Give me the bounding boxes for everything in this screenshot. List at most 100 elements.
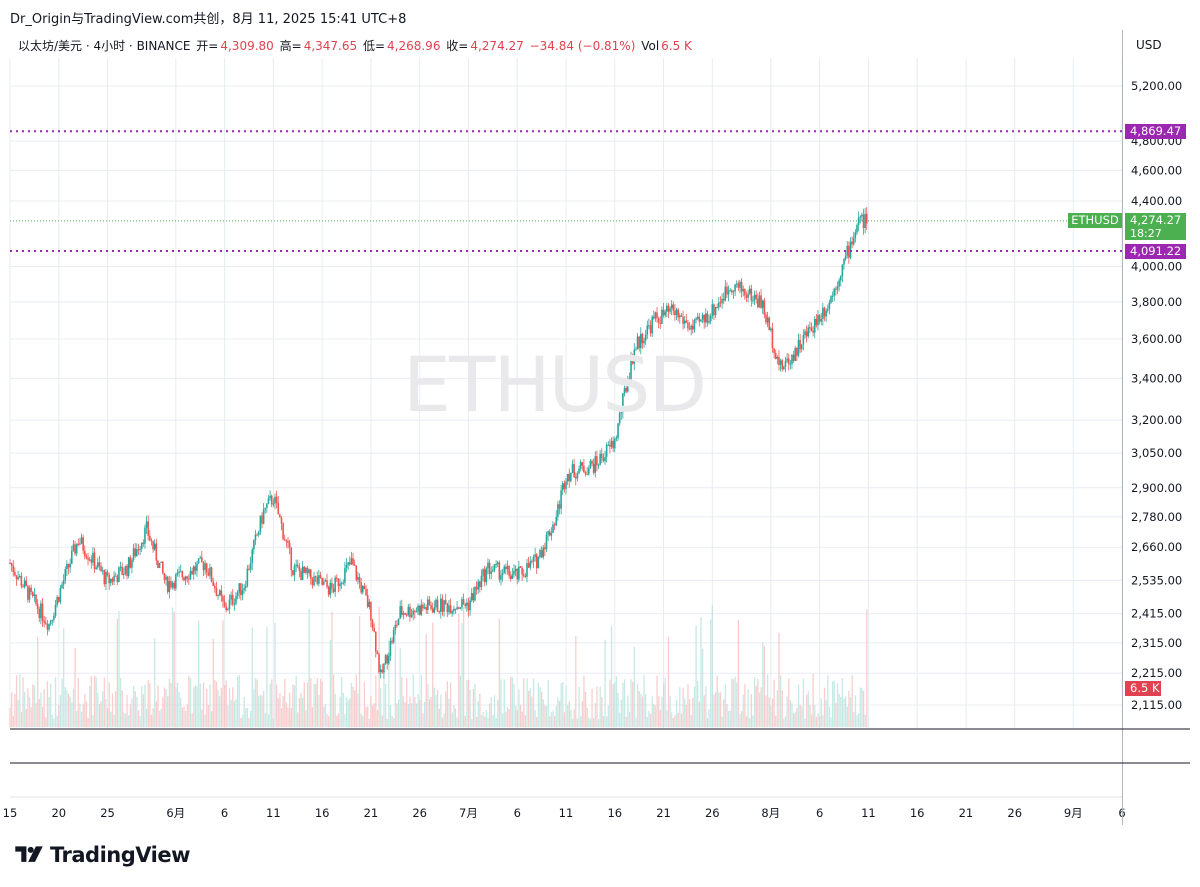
- volume-bar: [511, 677, 514, 727]
- volume-bar: [632, 681, 634, 727]
- candle-body: [597, 464, 600, 466]
- volume-bar: [861, 687, 863, 727]
- candle-body: [321, 577, 323, 585]
- candle-body: [480, 575, 483, 588]
- candle-body: [192, 566, 195, 575]
- currency-label[interactable]: USD: [1136, 38, 1162, 52]
- volume-bar: [583, 675, 585, 727]
- candle-body: [714, 307, 717, 316]
- candle-body: [617, 423, 619, 439]
- candle-body: [799, 340, 801, 350]
- volume-bar: [243, 697, 245, 727]
- candle-body: [865, 213, 868, 224]
- volume-bar: [331, 611, 333, 727]
- candle-body: [238, 583, 241, 593]
- volume-bar: [188, 676, 190, 727]
- volume-bar: [363, 681, 366, 727]
- price-axis-label: 3,200.00: [1131, 413, 1182, 427]
- candle-body: [139, 548, 141, 551]
- volume-bar: [329, 639, 331, 727]
- candle-body: [301, 566, 304, 580]
- symbol-description[interactable]: 以太坊/美元 · 4小时 · BINANCE: [18, 39, 191, 53]
- candle-body: [475, 587, 478, 590]
- candle-body: [818, 315, 821, 322]
- candle-body: [774, 353, 777, 359]
- candle-body: [703, 314, 705, 323]
- volume-bar: [736, 682, 738, 727]
- candle-body: [113, 575, 115, 582]
- volume-bar: [41, 707, 44, 727]
- candle-body: [366, 595, 369, 607]
- candle-body: [153, 543, 156, 550]
- candle-body: [236, 592, 239, 597]
- volume-bar: [484, 716, 486, 727]
- volume-bar: [147, 679, 149, 727]
- candle-body: [288, 542, 291, 548]
- candle-body: [435, 599, 437, 608]
- volume-bar: [753, 677, 756, 727]
- volume-bar: [126, 695, 128, 727]
- price-axis-label: 4,400.00: [1131, 194, 1182, 208]
- volume-bar: [467, 679, 470, 727]
- candle-body: [280, 517, 283, 524]
- volume-bar: [786, 696, 788, 727]
- candle-body: [768, 317, 771, 331]
- candle-body: [651, 316, 653, 334]
- candle-body: [862, 214, 865, 228]
- candle-body: [513, 571, 515, 575]
- candle-body: [207, 572, 210, 576]
- volume-bar: [454, 708, 457, 727]
- candle-body: [183, 577, 185, 581]
- volume-bar: [311, 707, 314, 727]
- volume-bar: [762, 641, 764, 727]
- candle-body: [843, 259, 845, 265]
- volume-bar: [386, 718, 388, 727]
- volume-bar: [204, 714, 206, 727]
- candle-body: [309, 569, 312, 579]
- volume-bar: [358, 615, 361, 727]
- volume-bar: [134, 691, 136, 727]
- volume-bar: [609, 679, 611, 727]
- candle-body: [503, 566, 506, 574]
- volume-bar: [237, 676, 239, 727]
- candle-body: [440, 598, 442, 612]
- volume-bar: [111, 693, 114, 727]
- volume-bar: [383, 680, 385, 727]
- candle-body: [342, 582, 345, 584]
- candle-body: [254, 534, 257, 541]
- candle-body: [67, 563, 70, 568]
- candle-body: [158, 562, 161, 568]
- volume-bar: [815, 716, 818, 727]
- volume-bar: [524, 715, 527, 727]
- volume-bar: [238, 675, 240, 727]
- candle-body: [757, 298, 759, 308]
- volume-bar: [542, 699, 544, 727]
- candle-body: [807, 327, 810, 337]
- volume-bar: [228, 687, 231, 727]
- volume-bar: [791, 703, 793, 727]
- candle-body: [779, 360, 782, 365]
- candle-body: [739, 281, 741, 288]
- volume-bar: [601, 697, 603, 727]
- volume-bar: [139, 715, 141, 727]
- volume-bar: [562, 681, 564, 727]
- candle-body: [308, 569, 310, 574]
- volume-bar: [193, 686, 195, 727]
- candle-body: [61, 584, 63, 589]
- volume-bar: [516, 710, 518, 727]
- candle-body: [95, 567, 97, 569]
- low-value: 4,268.96: [387, 39, 441, 53]
- volume-bar: [862, 690, 865, 727]
- candle-body: [776, 356, 779, 359]
- volume-bar: [443, 713, 445, 727]
- candle-body: [758, 295, 761, 308]
- candle-body: [540, 550, 543, 558]
- volume-bar: [710, 619, 712, 727]
- volume-bar: [651, 696, 653, 727]
- candle-body: [171, 582, 174, 588]
- candle-body: [290, 547, 293, 571]
- volume-bar: [619, 712, 621, 727]
- volume-bar: [199, 683, 201, 727]
- close-label: 收=: [446, 39, 469, 53]
